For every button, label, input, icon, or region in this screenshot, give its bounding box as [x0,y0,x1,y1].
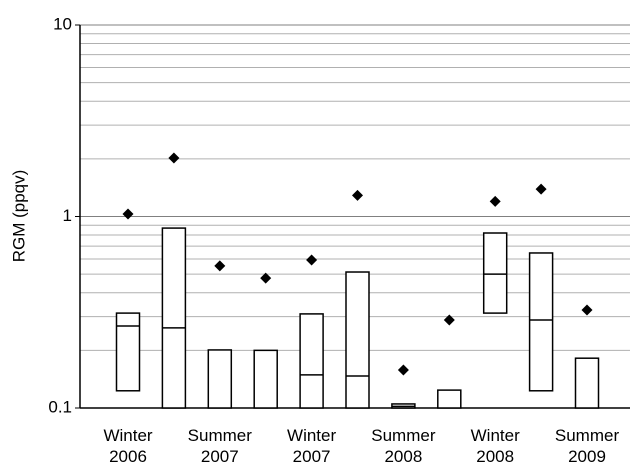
max-marker [168,152,180,164]
box [253,349,278,409]
box [437,389,462,409]
max-marker [443,314,455,326]
box [115,312,141,392]
y-tick-label: 0.1 [48,397,72,416]
x-tick-label: Summer 2007 [187,426,252,466]
x-tick-label: Summer 2008 [371,426,436,466]
x-tick-label: Winter 2006 [103,426,153,466]
box [161,227,187,409]
box [574,357,600,409]
max-marker [214,260,226,272]
box [345,271,370,409]
y-axis-label: RGM (ppqv) [9,170,28,263]
box [299,313,324,409]
box [528,252,554,392]
max-marker [260,272,272,284]
box [482,232,508,314]
y-tick-label: 10 [53,14,72,33]
max-marker [352,189,363,201]
x-tick-label: Winter 2007 [287,426,337,466]
max-marker [306,254,318,266]
max-marker [581,304,593,316]
box [207,349,233,409]
max-marker [535,183,547,195]
y-tick-label: 1 [63,206,72,225]
max-marker [122,208,134,220]
max-marker [397,364,409,376]
x-tick-label: Summer 2009 [554,426,620,466]
x-tick-label: Winter 2008 [470,426,520,466]
max-marker [489,195,501,207]
